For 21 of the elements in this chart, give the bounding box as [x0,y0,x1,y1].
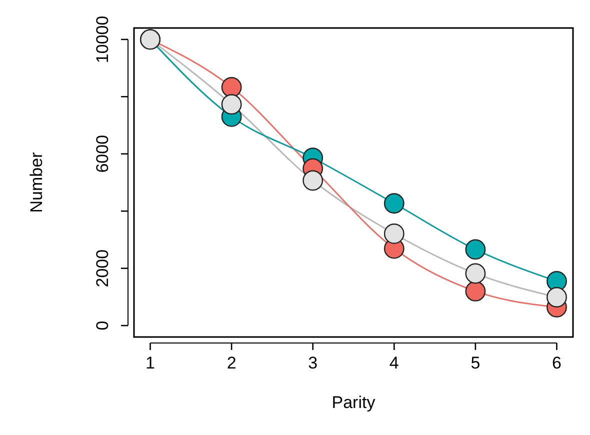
point [465,263,486,284]
point [546,287,567,308]
point [465,281,486,302]
y-tick-label: 6000 [93,134,112,173]
x-tick-label: 4 [389,353,399,372]
y-tick-label: 10000 [93,16,112,64]
y-axis-title: Number [27,152,46,213]
point [221,77,242,98]
x-tick-label: 5 [470,353,480,372]
x-tick-label: 3 [308,353,318,372]
x-tick-label: 2 [226,353,236,372]
x-tick-label: 6 [552,353,562,372]
point [302,170,324,191]
x-axis-title: Parity [332,393,376,412]
point [465,239,486,260]
y-tick-label: 2000 [93,249,112,288]
y-tick-label: 0 [93,320,112,330]
point [384,224,404,244]
point [221,94,242,115]
point [384,193,404,214]
x-tick-label: 1 [146,353,155,372]
